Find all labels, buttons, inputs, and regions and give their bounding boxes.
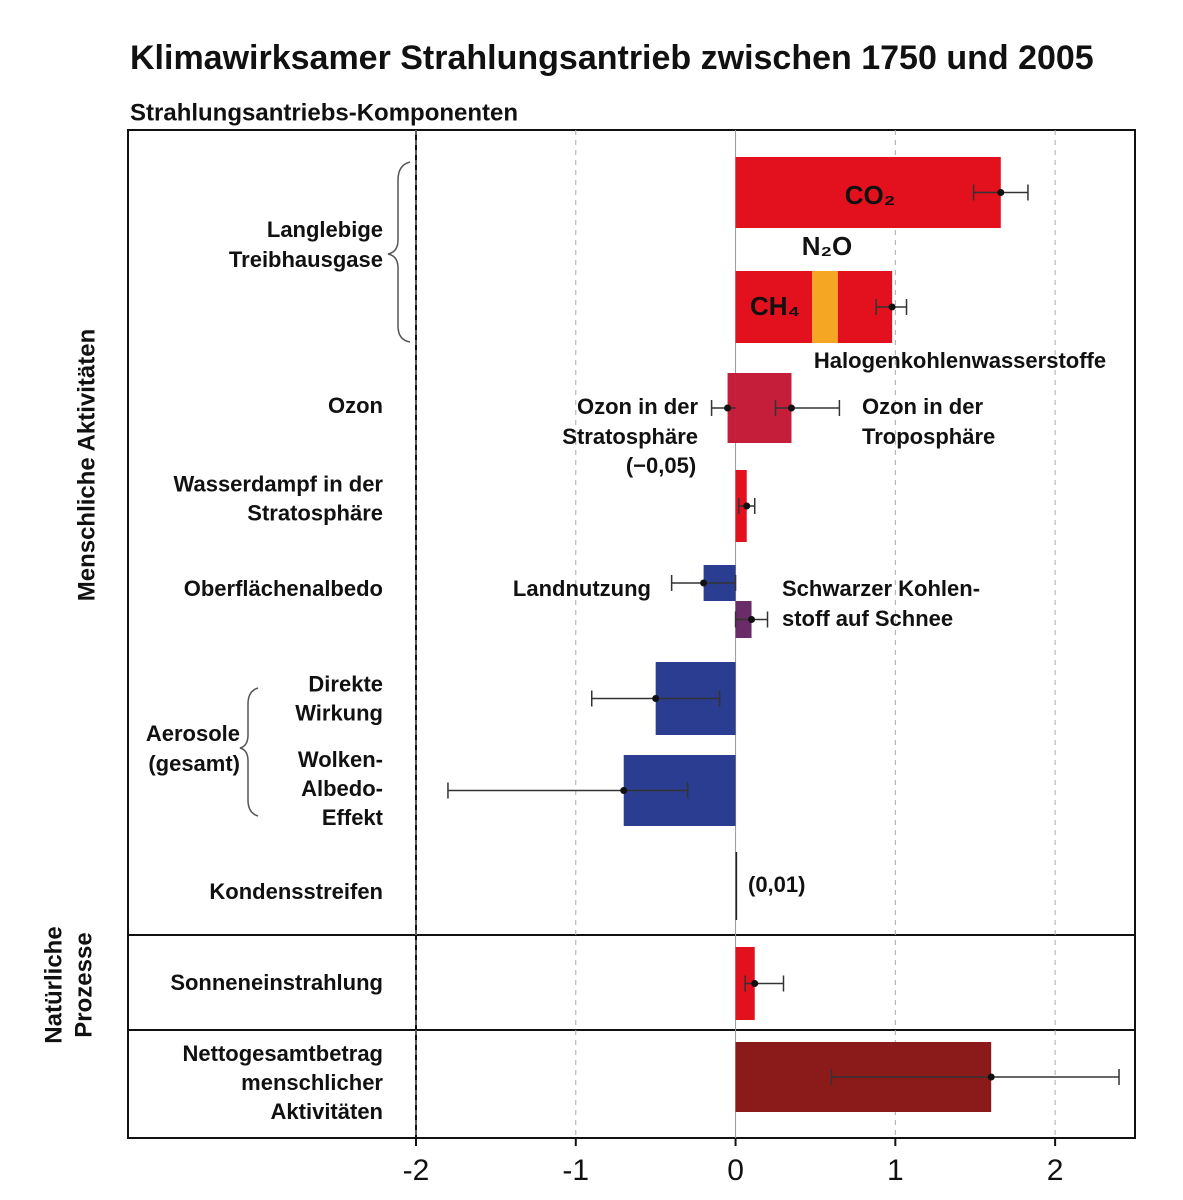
bar	[812, 271, 838, 343]
error-bar	[734, 611, 769, 628]
row-label: Nettogesamtbetrag	[183, 1041, 383, 1066]
error-bar	[774, 400, 841, 416]
brace-label: (gesamt)	[148, 751, 240, 776]
bar	[735, 271, 813, 343]
value-label: (0,01)	[748, 872, 805, 897]
x-tick-label: -1	[562, 1154, 589, 1187]
chart-subtitle: Strahlungsantriebs-Komponenten	[130, 99, 518, 126]
segment-label: CH₄	[750, 291, 800, 321]
x-tick-label: -2	[403, 1154, 430, 1187]
value-label: (−0,05)	[626, 453, 696, 478]
error-bar	[447, 782, 689, 799]
x-tick-label: 0	[727, 1154, 744, 1187]
row-label: Kondensstreifen	[209, 879, 383, 904]
row-label: Wasserdampf in der	[174, 471, 384, 496]
bar	[735, 157, 1001, 228]
segment-label: N₂O	[802, 231, 853, 261]
segment-label: Ozon in der	[577, 394, 698, 419]
error-bar	[591, 690, 721, 707]
segment-label: Landnutzung	[513, 576, 651, 601]
error-bar	[972, 184, 1029, 201]
x-tick-label: 2	[1047, 1154, 1064, 1187]
row-label: Oberflächenalbedo	[184, 576, 383, 601]
row-label: Wolken-	[298, 747, 383, 772]
brace-label: Treibhausgase	[229, 247, 383, 272]
row-label: Wirkung	[295, 700, 383, 725]
row-label: Stratosphäre	[247, 500, 383, 525]
bar	[735, 852, 738, 920]
group-label: Natürliche	[40, 926, 67, 1043]
row-label: Effekt	[322, 805, 384, 830]
brace	[239, 687, 259, 817]
row-label: Direkte	[308, 671, 383, 696]
x-tick-label: 1	[887, 1154, 904, 1187]
brace-label: Aerosole	[146, 721, 240, 746]
segment-label: Ozon in der	[862, 394, 983, 419]
error-bar	[744, 975, 785, 992]
error-bar	[670, 575, 737, 591]
error-bar	[738, 498, 756, 514]
segment-label: stoff auf Schnee	[782, 606, 953, 631]
error-bar	[830, 1069, 1120, 1085]
segment-label: Stratosphäre	[562, 424, 698, 449]
chart-title: Klimawirksamer Strahlungsantrieb zwische…	[130, 39, 1094, 77]
row-label: Ozon	[328, 393, 383, 418]
segment-label: Schwarzer Kohlen-	[782, 576, 980, 601]
segment-label: Halogenkohlenwasserstoffe	[814, 348, 1106, 373]
brace-label: Langlebige	[267, 217, 383, 242]
row-label: Aktivitäten	[271, 1099, 383, 1124]
row-label: Albedo-	[301, 776, 383, 801]
group-label: Prozesse	[70, 932, 97, 1037]
group-label: Menschliche Aktivitäten	[73, 329, 100, 602]
segment-label: CO₂	[845, 180, 896, 210]
error-bar	[875, 299, 908, 315]
segment-label: Troposphäre	[862, 424, 995, 449]
row-label: Sonneneinstrahlung	[170, 970, 383, 995]
brace	[387, 161, 411, 343]
row-label: menschlicher	[241, 1070, 383, 1095]
frame	[127, 129, 1136, 1139]
